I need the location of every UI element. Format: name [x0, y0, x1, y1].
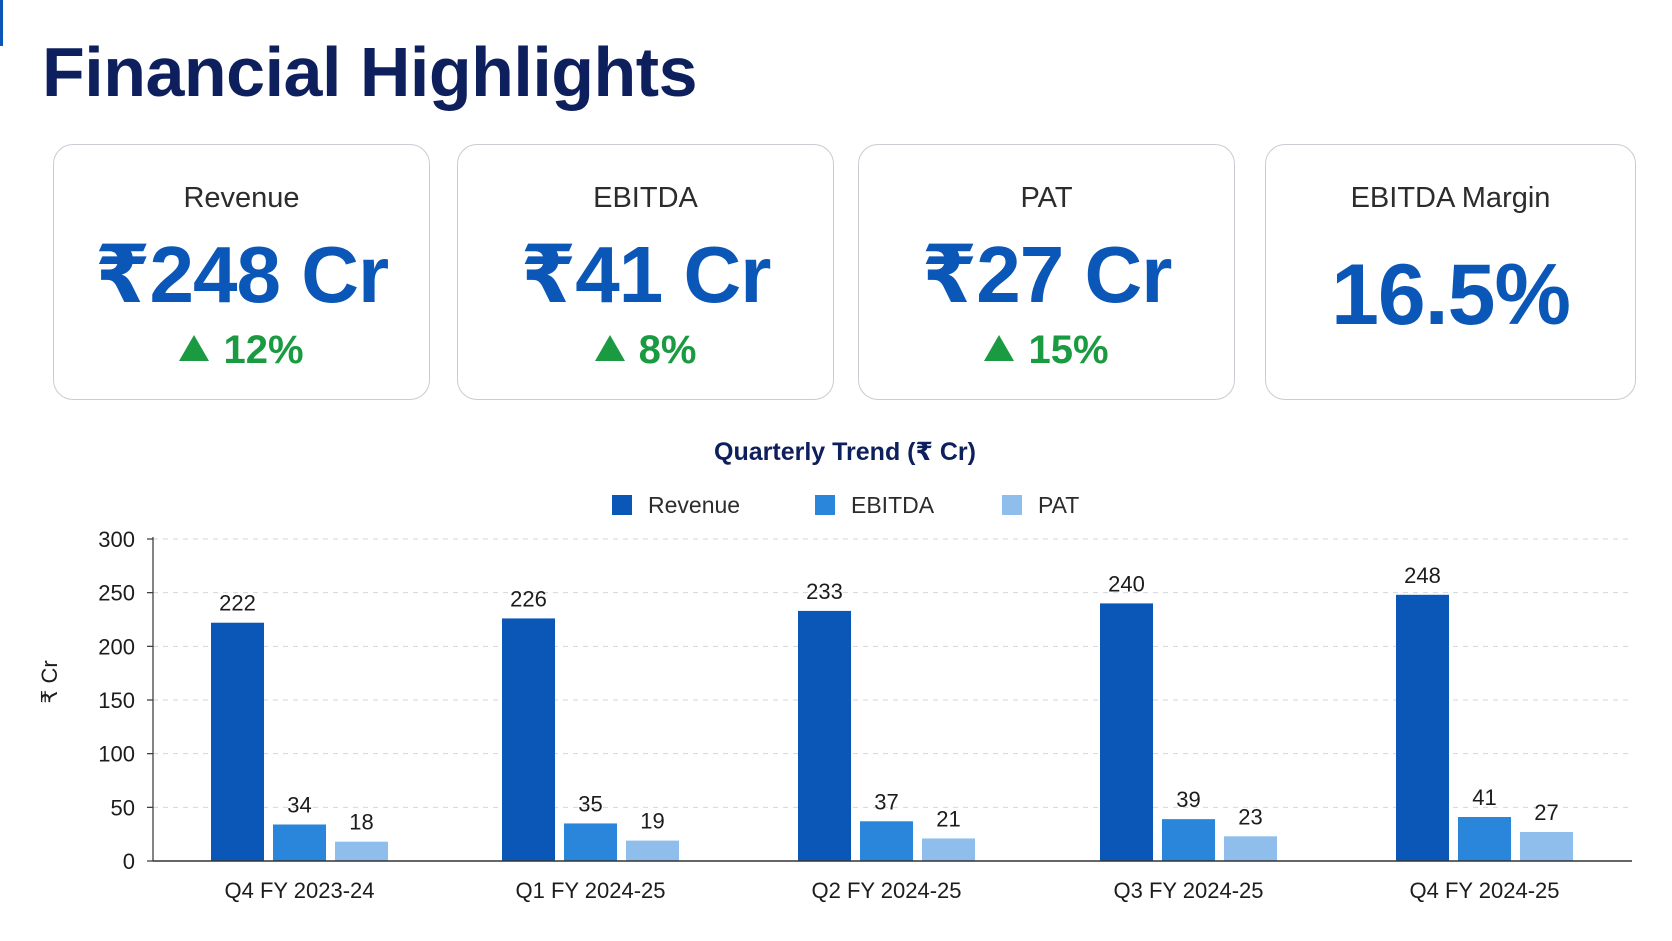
- up-arrow-icon: [984, 335, 1015, 361]
- y-tick-label: 50: [111, 795, 135, 820]
- x-tick-label: Q4 FY 2023-24: [224, 878, 374, 903]
- bar-data-label: 240: [1108, 571, 1145, 596]
- bar-data-label: 222: [219, 591, 256, 616]
- bar-ebitda: [860, 821, 913, 861]
- bar-data-label: 19: [640, 809, 664, 834]
- y-axis: 0 50 100 150 200 250 300: [98, 527, 154, 874]
- bar-pat: [1224, 836, 1277, 861]
- x-tick-label: Q2 FY 2024-25: [811, 878, 961, 903]
- y-tick-label: 250: [98, 581, 135, 606]
- kpi-card-revenue: Revenue ₹248 Cr 12%: [53, 144, 430, 400]
- chart-grid: [153, 538, 1632, 808]
- y-tick-label: 150: [98, 688, 135, 713]
- kpi-card-ebitda-margin: EBITDA Margin 16.5%: [1265, 144, 1636, 400]
- x-tick-label: Q3 FY 2024-25: [1113, 878, 1263, 903]
- bar-data-label: 233: [806, 579, 843, 604]
- bar-data-label: 23: [1238, 804, 1262, 829]
- legend-swatch: [815, 495, 835, 515]
- bar-group: 248 41 27: [1396, 563, 1573, 861]
- bar-revenue: [798, 610, 851, 861]
- bar-ebitda: [1458, 816, 1511, 861]
- up-arrow-icon: [594, 335, 625, 361]
- bar-data-label: 34: [287, 793, 311, 818]
- bar-pat: [626, 840, 679, 861]
- y-axis-title: ₹ Cr: [37, 660, 62, 703]
- bar-data-label: 37: [874, 789, 898, 814]
- kpi-card-pat: PAT ₹27 Cr 15%: [858, 144, 1235, 400]
- kpi-label: Revenue: [183, 182, 300, 214]
- kpi-change: 12%: [54, 327, 429, 373]
- bar-data-label: 35: [578, 791, 602, 816]
- bar-data-label: 248: [1404, 563, 1441, 588]
- kpi-value: 16.5%: [1331, 247, 1571, 343]
- x-tick-label: Q4 FY 2024-25: [1409, 878, 1559, 903]
- page-title: Financial Highlights: [42, 33, 698, 111]
- chart-bars: 222 34 18 226 35 19 233 37 21 240 39 23 248 41 27: [211, 563, 1573, 861]
- kpi-change: 8%: [458, 327, 833, 373]
- bar-revenue: [1100, 603, 1153, 861]
- kpi-value: ₹27 Cr: [921, 230, 1173, 319]
- bar-data-label: 41: [1472, 785, 1496, 810]
- bar-data-label: 226: [510, 586, 547, 611]
- bar-ebitda: [273, 824, 326, 861]
- bar-data-label: 21: [936, 806, 960, 831]
- y-tick-label: 200: [98, 634, 135, 659]
- kpi-change-value: 15%: [1028, 328, 1109, 372]
- bar-pat: [922, 838, 975, 861]
- y-tick-label: 0: [123, 849, 135, 874]
- legend-label: EBITDA: [851, 492, 935, 518]
- x-tick-label: Q1 FY 2024-25: [515, 878, 665, 903]
- bar-data-label: 18: [349, 810, 373, 835]
- bar-ebitda: [1162, 819, 1215, 861]
- kpi-label: EBITDA Margin: [1350, 182, 1551, 214]
- bar-pat: [335, 841, 388, 861]
- bar-revenue: [1396, 594, 1449, 861]
- chart-legend: Revenue EBITDA PAT: [612, 492, 1079, 518]
- bar-group: 222 34 18: [211, 591, 388, 861]
- bar-group: 240 39 23: [1100, 571, 1277, 861]
- quarterly-trend-chart: Quarterly Trend (₹ Cr) Revenue EBITDA PAT …: [37, 438, 1632, 903]
- legend-swatch: [612, 495, 632, 515]
- y-tick-label: 300: [98, 527, 135, 552]
- bar-revenue: [211, 622, 264, 861]
- kpi-label: EBITDA: [593, 182, 698, 214]
- bar-revenue: [502, 618, 555, 861]
- kpi-value: ₹248 Cr: [94, 230, 389, 319]
- bar-data-label: 39: [1176, 787, 1200, 812]
- accent-bar: [0, 0, 3, 46]
- x-axis: Q4 FY 2023-24 Q1 FY 2024-25 Q2 FY 2024-25 Q…: [153, 860, 1632, 903]
- legend-label: PAT: [1038, 492, 1079, 518]
- bar-pat: [1520, 832, 1573, 861]
- kpi-label: PAT: [1020, 182, 1073, 214]
- up-arrow-icon: [179, 335, 210, 361]
- bar-data-label: 27: [1534, 800, 1558, 825]
- kpi-change-value: 12%: [223, 328, 304, 372]
- bar-group: 233 37 21: [798, 579, 975, 861]
- kpi-card-ebitda: EBITDA ₹41 Cr 8%: [457, 144, 834, 400]
- y-tick-label: 100: [98, 742, 135, 767]
- legend-swatch: [1002, 495, 1022, 515]
- legend-label: Revenue: [648, 492, 740, 518]
- kpi-change: 15%: [859, 327, 1234, 373]
- kpi-change-value: 8%: [638, 328, 697, 372]
- kpi-value: ₹41 Cr: [520, 230, 772, 319]
- chart-title: Quarterly Trend (₹ Cr): [714, 438, 976, 466]
- bar-ebitda: [564, 823, 617, 861]
- bar-group: 226 35 19: [502, 586, 679, 861]
